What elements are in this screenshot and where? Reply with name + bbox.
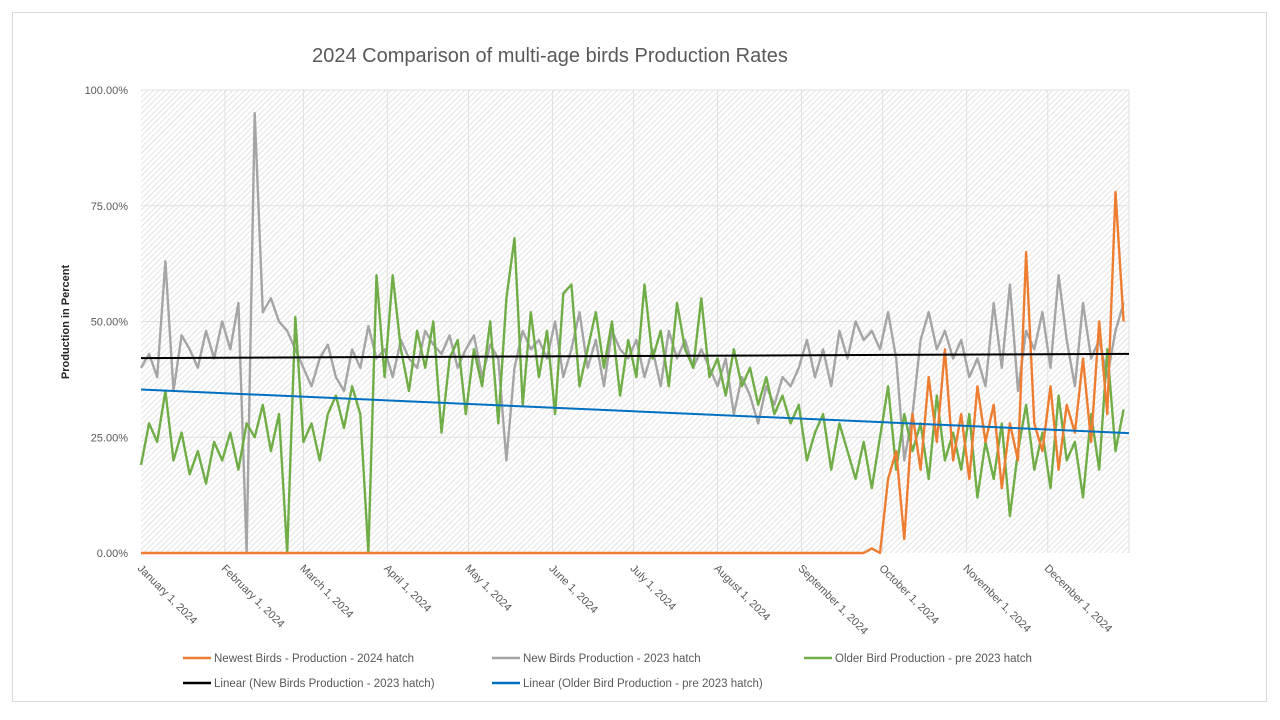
trendline-older-pre2023: [140, 388, 1130, 435]
y-tick-label: 25.00%: [91, 432, 129, 444]
legend-label: Older Bird Production - pre 2023 hatch: [835, 653, 1032, 665]
series-line-new-2023: [139, 111, 1125, 555]
series-line-newest-2024: [141, 190, 1125, 555]
legend: Newest Birds - Production - 2024 hatch Ne…: [183, 653, 1032, 690]
chart-title: 2024 Comparison of multi-age birds Produ…: [312, 45, 788, 67]
x-tick-label: June 1, 2024: [546, 563, 599, 616]
x-tick-label: May 1, 2024: [462, 563, 513, 614]
x-tick-label: October 1, 2024: [877, 563, 941, 627]
x-tick-label: December 1, 2024: [1042, 563, 1114, 635]
legend-label: Linear (New Birds Production - 2023 hatc…: [214, 678, 435, 690]
legend-label: New Birds Production - 2023 hatch: [523, 653, 701, 665]
x-tick-label: November 1, 2024: [960, 563, 1032, 635]
x-tick-label: February 1, 2024: [219, 563, 287, 631]
trendline-new-2023: [140, 352, 1130, 360]
x-tick-label: September 1, 2024: [795, 563, 870, 638]
x-tick-label: August 1, 2024: [711, 563, 772, 624]
y-axis-ticks: 0.00% 25.00% 50.00% 75.00% 100.00%: [85, 85, 129, 560]
x-tick-label: July 1, 2024: [628, 563, 678, 613]
series-line-older-pre2023: [139, 236, 1125, 555]
y-tick-label: 100.00%: [85, 85, 129, 97]
x-tick-label: January 1, 2024: [135, 563, 199, 627]
legend-label: Newest Birds - Production - 2024 hatch: [214, 653, 414, 665]
y-tick-label: 50.00%: [91, 317, 129, 329]
chart-frame: [12, 12, 1267, 702]
x-tick-label: March 1, 2024: [297, 563, 355, 621]
y-tick-label: 0.00%: [97, 548, 128, 560]
legend-label: Linear (Older Bird Production - pre 2023…: [523, 678, 763, 690]
y-axis-label: Production in Percent: [60, 265, 72, 380]
x-tick-label: April 1, 2024: [381, 563, 433, 615]
x-axis-ticks: January 1, 2024 February 1, 2024 March 1, …: [135, 563, 1114, 638]
y-tick-label: 75.00%: [91, 201, 129, 213]
series-group: [139, 111, 1130, 555]
